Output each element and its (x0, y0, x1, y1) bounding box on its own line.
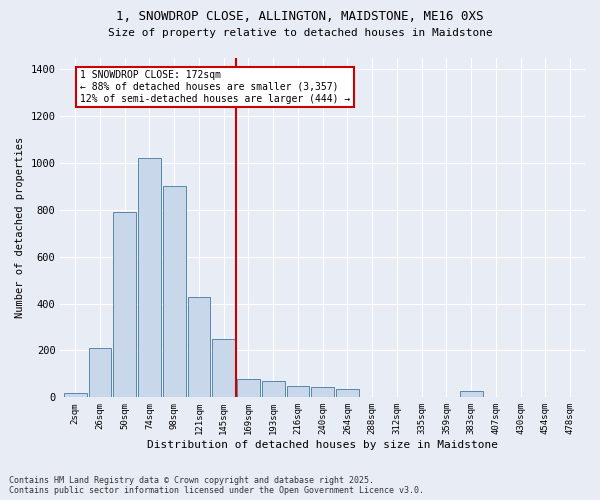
Bar (336, 389, 359, 398)
Bar (212, 338, 235, 398)
Text: Size of property relative to detached houses in Maidstone: Size of property relative to detached ho… (107, 28, 493, 38)
Bar (287, 386, 310, 398)
Text: 1 SNOWDROP CLOSE: 172sqm
← 88% of detached houses are smaller (3,357)
12% of sem: 1 SNOWDROP CLOSE: 172sqm ← 88% of detach… (80, 70, 350, 104)
Bar (89, 348, 112, 398)
Bar (262, 381, 284, 398)
Bar (460, 392, 482, 398)
Bar (188, 296, 211, 398)
Text: Contains HM Land Registry data © Crown copyright and database right 2025.
Contai: Contains HM Land Registry data © Crown c… (9, 476, 424, 495)
Text: 1, SNOWDROP CLOSE, ALLINGTON, MAIDSTONE, ME16 0XS: 1, SNOWDROP CLOSE, ALLINGTON, MAIDSTONE,… (116, 10, 484, 23)
Bar (237, 378, 260, 398)
Bar (311, 387, 334, 398)
Bar (138, 158, 161, 398)
X-axis label: Distribution of detached houses by size in Maidstone: Distribution of detached houses by size … (147, 440, 498, 450)
Bar (163, 186, 185, 398)
Bar (64, 392, 86, 398)
Bar (113, 212, 136, 398)
Y-axis label: Number of detached properties: Number of detached properties (15, 137, 25, 318)
